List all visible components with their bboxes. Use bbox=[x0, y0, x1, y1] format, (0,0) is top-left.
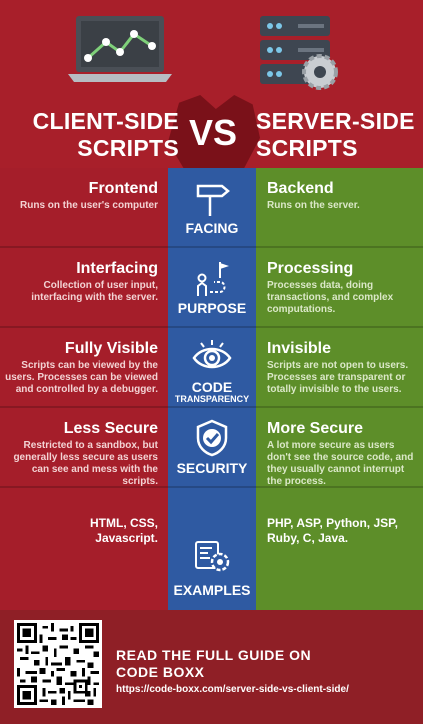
laptop-chart-icon bbox=[68, 16, 172, 82]
server-cell: Backend Runs on the server. bbox=[256, 168, 423, 248]
client-cell: Frontend Runs on the user's computer bbox=[0, 168, 168, 248]
client-heading: Frontend bbox=[88, 180, 158, 197]
server-heading: Invisible bbox=[267, 340, 332, 357]
comparison-row-security: Less Secure Restricted to a sandbox, but… bbox=[0, 408, 423, 488]
shield-check-icon bbox=[196, 419, 228, 457]
server-heading: More Secure bbox=[267, 420, 364, 437]
client-text: Runs on the user's computer bbox=[20, 200, 158, 211]
vs-label: VS bbox=[188, 112, 238, 153]
server-cell: PHP, ASP, Python, JSP, Ruby, C, Java. bbox=[256, 488, 423, 610]
comparison-row-code-transparency: Fully Visible Scripts can be viewed by t… bbox=[0, 328, 423, 408]
server-heading: Backend bbox=[267, 180, 334, 197]
category-label: EXAMPLES bbox=[173, 582, 251, 598]
client-side-title: CLIENT-SIDE SCRIPTS bbox=[32, 108, 179, 161]
server-text: Processes data, doing transactions, and … bbox=[267, 280, 394, 315]
server-text: Runs on the server. bbox=[267, 200, 360, 211]
server-examples: PHP, ASP, Python, JSP, Ruby, C, Java. bbox=[267, 516, 398, 545]
server-side-title: SERVER-SIDE SCRIPTS bbox=[256, 108, 415, 161]
row-divider bbox=[0, 326, 423, 328]
footer: READ THE FULL GUIDE ON CODE BOXX https:/… bbox=[0, 610, 423, 724]
client-text: Collection of user input, interfacing wi… bbox=[31, 280, 158, 303]
category-label: PURPOSE bbox=[177, 300, 247, 316]
client-text: Restricted to a sandbox, but generally l… bbox=[13, 440, 158, 487]
client-heading: Fully Visible bbox=[64, 340, 158, 357]
path-to-flag-icon bbox=[197, 262, 229, 296]
comparison-row-facing: Frontend Runs on the user's computer FAC… bbox=[0, 168, 423, 248]
server-heading: Processing bbox=[267, 260, 354, 277]
qr-code-icon[interactable] bbox=[14, 620, 102, 708]
category-cell: PURPOSE bbox=[168, 248, 256, 328]
category-cell: EXAMPLES bbox=[168, 488, 256, 610]
client-cell: Less Secure Restricted to a sandbox, but… bbox=[0, 408, 168, 488]
server-text: Scripts are not open to users. Processes… bbox=[267, 360, 409, 395]
row-divider bbox=[0, 246, 423, 248]
signpost-icon bbox=[196, 184, 230, 216]
server-gear-icon bbox=[260, 16, 338, 90]
client-heading: Interfacing bbox=[76, 260, 158, 277]
client-text: Scripts can be viewed by the users. Proc… bbox=[5, 360, 158, 395]
client-cell: Fully Visible Scripts can be viewed by t… bbox=[0, 328, 168, 408]
category-label-code: CODE bbox=[191, 379, 233, 395]
comparison-row-purpose: Interfacing Collection of user input, in… bbox=[0, 248, 423, 328]
footer-title: READ THE FULL GUIDE ON CODE BOXX bbox=[116, 647, 312, 680]
category-label-transparency: TRANSPARENCY bbox=[174, 394, 250, 404]
category-cell: FACING bbox=[168, 168, 256, 248]
client-cell: Interfacing Collection of user input, in… bbox=[0, 248, 168, 328]
server-cell: More Secure A lot more secure as users d… bbox=[256, 408, 423, 488]
category-cell: CODE TRANSPARENCY bbox=[168, 328, 256, 408]
comparison-row-examples: HTML, CSS, Javascript. EXAMPLES PHP, ASP… bbox=[0, 488, 423, 610]
footer-url-link[interactable]: https://code-boxx.com/server-side-vs-cli… bbox=[116, 684, 349, 695]
header: CLIENT-SIDE SCRIPTS VS SERVER-SIDE SCRIP… bbox=[0, 0, 423, 168]
row-divider bbox=[0, 406, 423, 408]
eye-icon bbox=[192, 340, 232, 369]
client-examples: HTML, CSS, Javascript. bbox=[90, 516, 158, 545]
code-gear-icon bbox=[195, 541, 230, 572]
category-label: SECURITY bbox=[176, 460, 248, 476]
row-divider bbox=[0, 486, 423, 488]
category-cell: SECURITY bbox=[168, 408, 256, 488]
client-cell: HTML, CSS, Javascript. bbox=[0, 488, 168, 610]
server-cell: Invisible Scripts are not open to users.… bbox=[256, 328, 423, 408]
client-heading: Less Secure bbox=[63, 420, 158, 437]
server-text: A lot more secure as users don't see the… bbox=[267, 440, 414, 487]
category-label: FACING bbox=[185, 220, 239, 236]
server-cell: Processing Processes data, doing transac… bbox=[256, 248, 423, 328]
